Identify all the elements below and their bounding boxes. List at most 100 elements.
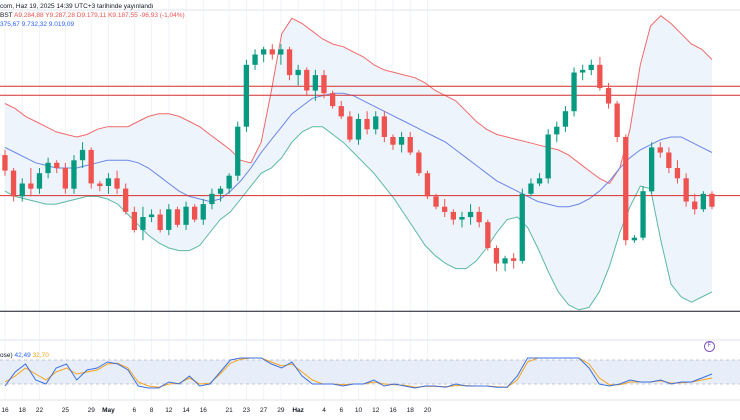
candle [545,129,551,184]
date-tick-label: 16 [200,407,208,414]
candle [390,134,396,150]
candle-body [28,183,34,189]
date-tick-label: 16 [1,407,9,414]
candle-body [235,126,241,176]
candle [364,111,370,135]
candle-body [200,204,206,220]
candle [36,168,43,194]
date-tick-label: 23 [243,407,251,414]
date-tick-label: 14 [182,407,190,414]
candle-body [278,49,284,55]
date-tick-label: 22 [36,407,44,414]
candle-body [36,173,43,189]
candle [442,198,448,218]
candle [252,49,258,70]
candle [278,44,284,65]
candle [347,111,353,143]
candle-body [640,191,646,238]
candle-body [519,193,525,261]
candle-body [286,49,293,76]
candle-body [614,103,620,137]
candle-body [123,188,129,212]
candle [588,59,594,76]
ohlc-legend: BST A9.284,88 Y9.287,28 D9.179,11 K9.187… [0,12,185,20]
candle-body [571,72,577,112]
stochastic-band [0,360,740,384]
candle [683,173,689,207]
candle [123,183,129,215]
candle-body [45,162,51,174]
candle [674,160,681,184]
candle [166,204,172,236]
candle [597,57,603,91]
candle [467,204,474,225]
candle-body [433,196,439,207]
date-tick-label: 12 [165,407,173,414]
candle [700,191,706,212]
candle [88,147,94,189]
candle [416,149,422,176]
candle-body [554,126,560,135]
date-tick-label: 8 [150,407,154,414]
candle [286,46,293,81]
candle-body [183,206,189,225]
candle-body [390,137,396,145]
ohlc-values: A9.284,88 Y9.287,28 D9.179,11 K9.187,55 … [13,12,185,19]
candles [2,44,715,272]
candle-body [700,193,706,210]
symbol-label: BST [0,12,13,19]
grid [0,0,740,401]
candle [226,173,232,194]
candle [105,173,112,194]
candle [657,142,663,158]
stochastic-k-value: 42,49 [14,352,31,359]
candle [692,193,698,215]
candle [485,219,491,251]
candle-body [605,88,612,104]
candle [269,44,275,60]
candle-body [338,106,344,117]
candle [2,149,8,176]
candle [235,121,241,181]
candle-body [261,49,267,55]
candle [631,235,637,243]
events-flag-icon[interactable]: F [704,341,715,352]
candle [304,67,310,96]
candle-body [157,214,163,230]
candle [200,198,206,225]
candle-body [683,178,689,202]
candle [355,113,362,145]
candle-body [105,178,112,186]
candle [450,209,456,225]
candle-body [597,64,603,88]
candle [28,168,34,197]
date-tick-label: Haz [292,407,304,414]
candle [114,170,120,194]
candle-body [631,237,637,241]
candle [183,201,189,230]
candle-body [321,75,327,94]
candle-body [252,54,258,65]
stochastic-label: ose) [0,352,13,359]
candle [614,100,620,143]
bollinger-upper-line [4,15,713,185]
candle [148,209,155,223]
candle [209,188,215,210]
published-note: com, Haz 19, 2025 14:39 UTC+3 tarihinde … [0,3,154,10]
date-tick-label: 29 [88,407,96,414]
date-tick-label: 25 [62,407,70,414]
candle [605,82,612,109]
candle-body [424,173,431,197]
candle [338,100,344,119]
date-tick-label: 20 [424,407,432,414]
candle [261,46,267,63]
bollinger-legend-values: 375,67 9.732,32 9.019,09 [0,21,75,28]
candle-body [192,206,198,220]
candle [666,147,672,174]
bollinger-lower-line [4,126,713,311]
candle-body [381,116,387,137]
candle [709,191,715,210]
candle [330,90,336,109]
candle [571,67,577,117]
candle-body [226,175,232,189]
